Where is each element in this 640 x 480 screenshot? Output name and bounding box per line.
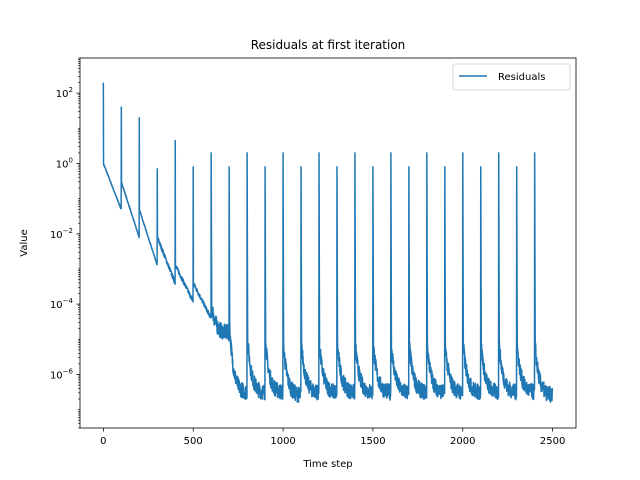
legend-box	[452, 63, 571, 91]
x-tick-label: 1500	[360, 436, 385, 447]
x-tick-label: 2000	[450, 436, 475, 447]
x-tick-label: 500	[184, 436, 203, 447]
y-tick-label: 100	[56, 156, 73, 170]
x-axis-label: Time step	[302, 459, 352, 470]
x-tick-label: 1000	[270, 436, 295, 447]
residuals-series-line	[102, 82, 554, 403]
axes-frame	[79, 57, 577, 429]
y-tick-label: 102	[56, 86, 73, 100]
x-tick-label: 2500	[540, 436, 565, 447]
y-axis-label: Value	[19, 229, 30, 256]
y-tick-label: 10−2	[50, 227, 73, 241]
chart-title: Residuals at first iteration	[251, 38, 406, 52]
y-axis-ticks: 10−6 10−4 10−2 100 102	[50, 57, 80, 429]
x-axis-ticks: 0 500 1000 1500 2000 2500	[100, 428, 565, 447]
x-tick-label: 0	[100, 436, 106, 447]
legend-label: Residuals	[498, 72, 545, 83]
y-tick-label: 10−6	[50, 367, 74, 381]
y-tick-label: 10−4	[50, 297, 74, 311]
legend: Residuals	[452, 63, 571, 91]
plot-area	[102, 82, 554, 403]
